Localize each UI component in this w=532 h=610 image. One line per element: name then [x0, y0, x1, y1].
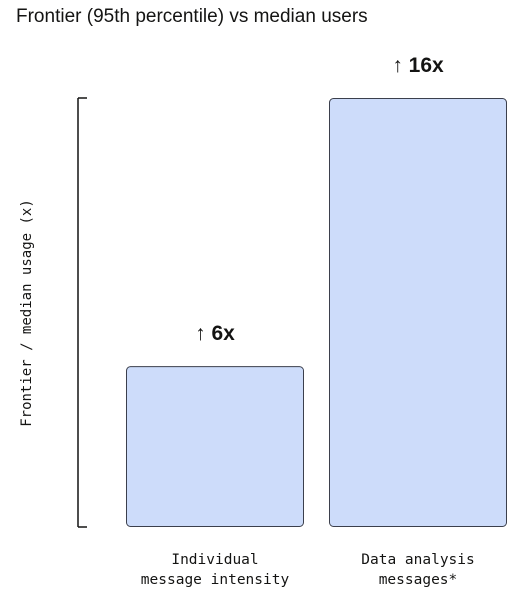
data-label-0: ↑ 6x	[195, 322, 235, 345]
x-tick-label-0-line-0: Individual	[171, 552, 258, 568]
bar-0	[126, 366, 304, 527]
data-label-1: ↑ 16x	[392, 54, 444, 77]
x-tick-labels: Individual message intensity Data analysis…	[141, 552, 475, 588]
x-tick-label-1-line-0: Data analysis	[361, 552, 475, 568]
x-tick-label-1-line-1: messages*	[379, 572, 458, 588]
x-tick-label-0-line-1: message intensity	[141, 572, 290, 588]
bar-1	[329, 98, 507, 527]
chart-title: Frontier (95th percentile) vs median use…	[16, 6, 368, 27]
bars	[126, 98, 507, 527]
y-axis	[77, 97, 87, 528]
y-axis-label: Frontier / median usage (x)	[19, 199, 35, 427]
data-labels: ↑ 6x ↑ 16x	[195, 54, 444, 345]
